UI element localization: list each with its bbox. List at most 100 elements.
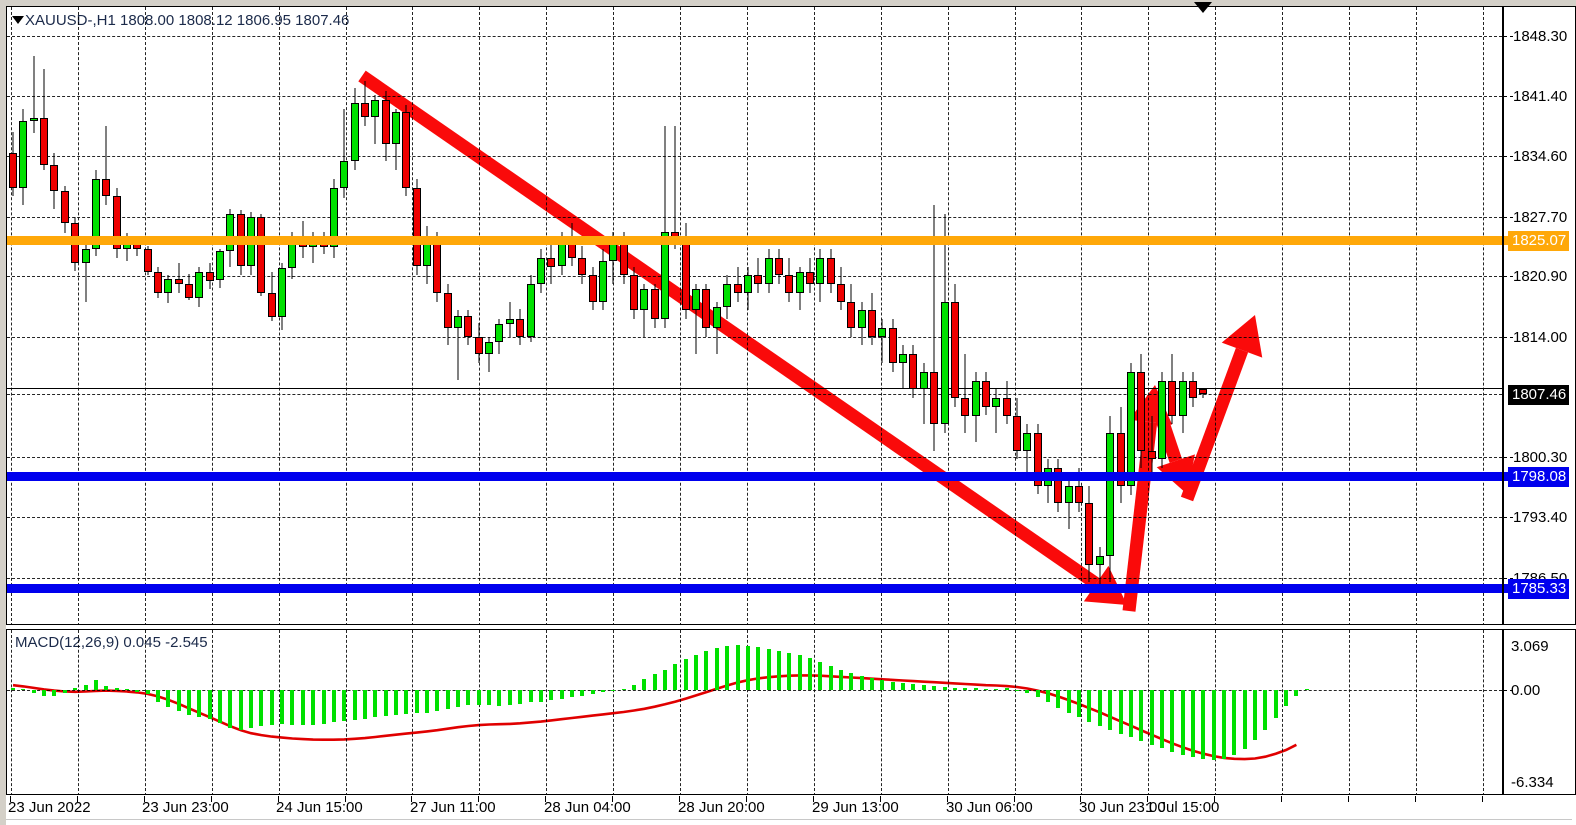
- candlestick[interactable]: [19, 7, 28, 624]
- candlestick[interactable]: [774, 7, 783, 624]
- candlestick[interactable]: [1168, 7, 1177, 624]
- candlestick[interactable]: [1106, 7, 1115, 624]
- candlestick[interactable]: [702, 7, 711, 624]
- candlestick[interactable]: [1137, 7, 1146, 624]
- candlestick[interactable]: [122, 7, 131, 624]
- candlestick[interactable]: [216, 7, 224, 624]
- candlestick[interactable]: [102, 7, 111, 624]
- candlestick[interactable]: [971, 7, 980, 624]
- candlestick[interactable]: [692, 7, 701, 624]
- candlestick[interactable]: [143, 7, 152, 624]
- candlestick[interactable]: [350, 7, 359, 624]
- candlestick[interactable]: [899, 7, 908, 624]
- candlestick[interactable]: [443, 7, 452, 624]
- price-tag-1825-07[interactable]: 1825.07: [1508, 230, 1570, 251]
- candlestick[interactable]: [454, 7, 463, 624]
- price-tag-1807-46[interactable]: 1807.46: [1508, 385, 1570, 405]
- candlestick[interactable]: [91, 7, 100, 624]
- candlestick[interactable]: [164, 7, 173, 624]
- candlestick[interactable]: [412, 7, 421, 624]
- candlestick[interactable]: [257, 7, 266, 624]
- triangle-down-icon[interactable]: [12, 16, 24, 24]
- candlestick[interactable]: [505, 7, 514, 624]
- candlestick[interactable]: [743, 7, 752, 624]
- candlestick[interactable]: [557, 7, 566, 624]
- candlestick[interactable]: [60, 7, 69, 624]
- candlestick[interactable]: [1095, 7, 1104, 624]
- candlestick[interactable]: [329, 7, 338, 624]
- candlestick[interactable]: [391, 7, 400, 624]
- candlestick[interactable]: [795, 7, 804, 624]
- candlestick[interactable]: [671, 7, 680, 624]
- support-line-1785[interactable]: [7, 584, 1502, 593]
- candlestick[interactable]: [50, 7, 59, 624]
- candlestick[interactable]: [1054, 7, 1063, 624]
- candlestick[interactable]: [236, 7, 245, 624]
- candlestick[interactable]: [950, 7, 959, 624]
- candlestick[interactable]: [381, 7, 390, 624]
- price-tag-1785-33[interactable]: 1785.33: [1508, 579, 1570, 599]
- candlestick[interactable]: [516, 7, 525, 624]
- candlestick[interactable]: [619, 7, 628, 624]
- candlestick[interactable]: [1012, 7, 1021, 624]
- candlestick[interactable]: [184, 7, 193, 624]
- candlestick[interactable]: [888, 7, 897, 624]
- candlestick[interactable]: [1033, 7, 1042, 624]
- candlestick[interactable]: [174, 7, 183, 624]
- price-tag-1798-08[interactable]: 1798.08: [1508, 467, 1570, 488]
- candlestick[interactable]: [640, 7, 649, 624]
- candlestick[interactable]: [1085, 7, 1094, 624]
- candlestick[interactable]: [423, 7, 431, 624]
- candlestick[interactable]: [133, 7, 142, 624]
- candlestick[interactable]: [371, 7, 380, 624]
- price-pane[interactable]: XAUUSD-,H1 1808.00 1808.12 1806.95 1807.…: [6, 6, 1503, 625]
- candlestick[interactable]: [1178, 7, 1187, 624]
- candlestick[interactable]: [309, 7, 318, 624]
- candlestick[interactable]: [909, 7, 918, 624]
- candlestick[interactable]: [288, 7, 297, 624]
- candlestick[interactable]: [485, 7, 494, 624]
- candlestick[interactable]: [319, 7, 328, 624]
- candlestick[interactable]: [847, 7, 856, 624]
- candlestick[interactable]: [298, 7, 307, 624]
- candlestick[interactable]: [609, 7, 618, 624]
- resistance-line-1825[interactable]: [7, 235, 1502, 245]
- candlestick[interactable]: [1044, 7, 1052, 624]
- candlestick[interactable]: [464, 7, 473, 624]
- candlestick[interactable]: [226, 7, 235, 624]
- candlestick[interactable]: [547, 7, 556, 624]
- candlestick[interactable]: [857, 7, 866, 624]
- candlestick[interactable]: [433, 7, 442, 624]
- candlestick[interactable]: [40, 7, 48, 624]
- candlestick[interactable]: [630, 7, 638, 624]
- candlestick[interactable]: [474, 7, 483, 624]
- price-axis[interactable]: 1848.30 1841.40 1834.60 1827.70 1820.90 1814.…: [1503, 6, 1576, 625]
- candlestick[interactable]: [733, 7, 742, 624]
- macd-pane[interactable]: MACD(12,26,9) 0.045 -2.545: [6, 629, 1503, 795]
- candlestick[interactable]: [1116, 7, 1125, 624]
- candlestick[interactable]: [267, 7, 276, 624]
- candlestick[interactable]: [930, 7, 939, 624]
- candlestick[interactable]: [1188, 7, 1197, 624]
- candlestick[interactable]: [278, 7, 287, 624]
- candlestick[interactable]: [919, 7, 928, 624]
- candlestick[interactable]: [723, 7, 732, 624]
- candlestick[interactable]: [837, 7, 845, 624]
- candlestick[interactable]: [826, 7, 835, 624]
- candlestick[interactable]: [785, 7, 794, 624]
- candlestick[interactable]: [588, 7, 597, 624]
- candlestick[interactable]: [247, 7, 255, 624]
- candlestick[interactable]: [9, 7, 17, 624]
- candlestick[interactable]: [71, 7, 80, 624]
- scroll-position-marker-icon[interactable]: [1194, 2, 1212, 13]
- candlestick[interactable]: [1023, 7, 1032, 624]
- candlestick[interactable]: [764, 7, 773, 624]
- candlestick[interactable]: [360, 7, 369, 624]
- candlestick[interactable]: [1157, 7, 1166, 624]
- candlestick[interactable]: [578, 7, 587, 624]
- candlestick[interactable]: [981, 7, 990, 624]
- candlestick[interactable]: [1064, 7, 1073, 624]
- candlestick[interactable]: [1002, 7, 1011, 624]
- candlestick[interactable]: [754, 7, 763, 624]
- candlestick[interactable]: [81, 7, 90, 624]
